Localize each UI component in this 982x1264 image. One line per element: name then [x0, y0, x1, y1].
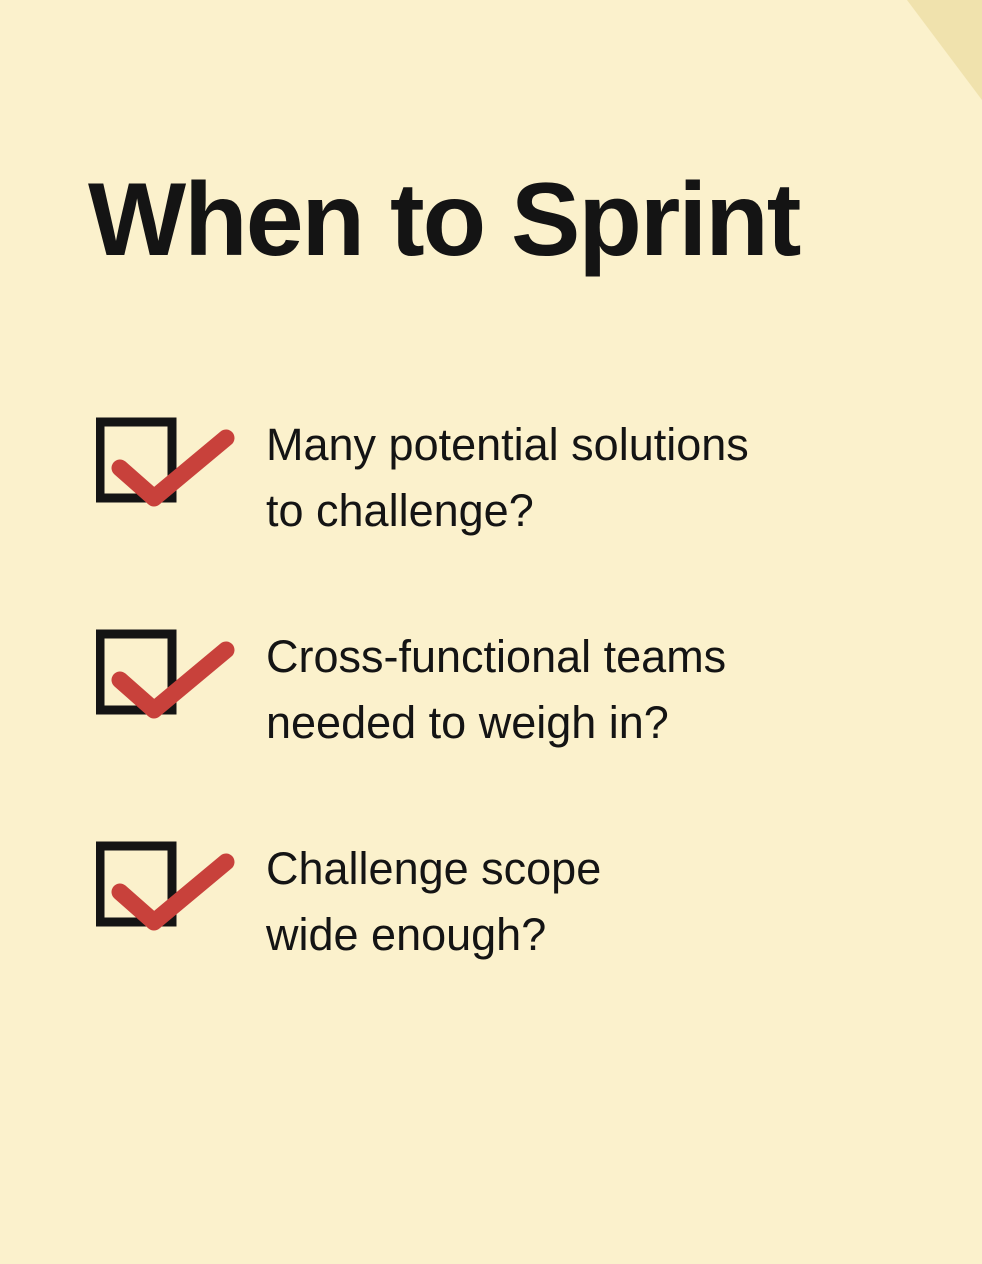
checklist-item-text: Cross-functional teams needed to weigh i…	[266, 631, 727, 748]
checked-box-icon	[96, 417, 235, 507]
page-title: When to Sprint	[88, 162, 801, 278]
checked-box-icon	[96, 841, 235, 931]
page-corner-fold-icon	[907, 0, 982, 100]
checklist-item-text: Challenge scope wide enough?	[266, 843, 602, 960]
checked-box-icon	[96, 629, 235, 719]
checklist-item-text: Many potential solutions to challenge?	[266, 419, 749, 536]
